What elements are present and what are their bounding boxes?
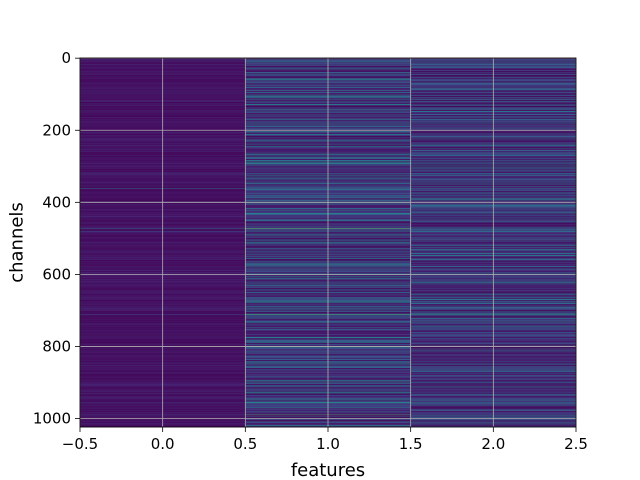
x-tick-label: 1.0: [316, 435, 340, 453]
y-tick-label: 1000: [33, 410, 71, 428]
y-tick-label: 600: [42, 265, 71, 283]
y-axis: 0 200 400 600 800 1000: [33, 49, 80, 428]
x-axis: −0.5 0.0 0.5 1.0 1.5 2.0 2.5: [62, 427, 588, 453]
x-tick-label: 2.5: [564, 435, 588, 453]
y-tick-label: 0: [61, 49, 71, 67]
x-axis-label: features: [291, 460, 365, 480]
x-tick-label: 0.5: [233, 435, 257, 453]
x-tick-label: −0.5: [62, 435, 98, 453]
y-tick-label: 200: [42, 121, 71, 139]
x-tick-label: 0.0: [151, 435, 175, 453]
x-tick-label: 2.0: [481, 435, 505, 453]
y-tick-label: 800: [42, 337, 71, 355]
y-axis-label: channels: [6, 202, 27, 283]
x-tick-label: 1.5: [399, 435, 423, 453]
y-tick-label: 400: [42, 193, 71, 211]
